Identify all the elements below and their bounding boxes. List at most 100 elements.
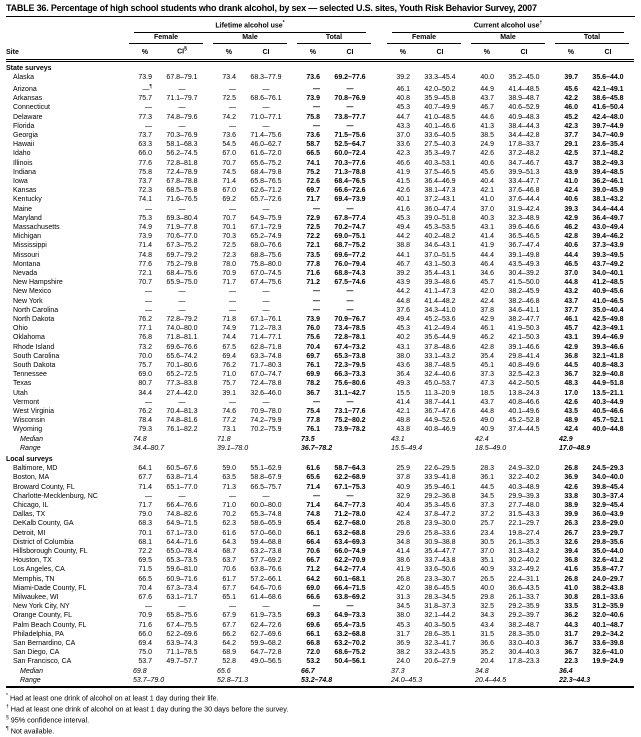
site-cell: Maryland	[13, 214, 42, 222]
ci-cell: 74.0–80.0	[166, 325, 198, 333]
ci-cell: 23.9–30.0	[424, 520, 456, 528]
pct-cell: 49.4	[396, 315, 410, 323]
stat-value-cell: 20.4–44.5	[466, 675, 550, 689]
ci-cell: 68.6–76.1	[250, 95, 282, 103]
table-row: Oklahoma 76.8 71.8–81.1 74.4 71.4–77.1 75.6 72…	[6, 333, 634, 342]
pct-cell: 43.2	[564, 288, 578, 296]
pct-cell: 42.9	[564, 214, 578, 222]
stat-value-cell: 73.5	[301, 435, 315, 443]
ci-cell: 11.3–20.9	[424, 389, 456, 397]
ci-cell: 67.0–74.7	[250, 371, 282, 379]
stat-value-cell: 43.1	[391, 435, 405, 443]
pct-cell: —	[145, 122, 152, 130]
ci-cell: 33.2–43.5	[424, 649, 456, 657]
ci-cell: 36.7–47.6	[424, 408, 456, 415]
pct-cell: 73.6	[306, 131, 320, 139]
pct-cell: 46.1	[396, 85, 410, 93]
ci-cell: 22.6–29.5	[424, 465, 456, 473]
pct-cell: 33.6	[396, 141, 410, 149]
table-row: New York City, NY — — — — — — 34.5 31.8–37.3 32.5…	[6, 602, 634, 611]
pct-cell: 37.7	[564, 306, 578, 314]
ci-cell: 62.7–68.0	[334, 520, 366, 528]
pct-cell: 74.5	[222, 168, 236, 176]
ci-cell: 67.4–75.6	[250, 279, 282, 287]
pct-cell: 42.6	[564, 483, 578, 491]
table-title: TABLE 36. Percentage of high school stud…	[6, 3, 635, 17]
pct-cell: 76.0	[306, 325, 320, 333]
table-row: Kansas 72.3 68.5–75.8 67.0 62.6–71.2 69.7 66.6…	[6, 186, 634, 195]
pct-cell: 66.1	[306, 630, 320, 638]
ci-cell: 58.1–68.3	[166, 141, 198, 149]
ci-cell: 34.3–41.0	[424, 306, 456, 314]
ci-cell: 40.0–44.8	[592, 426, 624, 434]
site-cell: Kansas	[13, 187, 37, 195]
ci-cell: —	[346, 288, 354, 296]
pct-cell: 79.3	[138, 426, 152, 434]
pct-cell: 37.6	[396, 306, 410, 314]
pct-cell: 53.2	[306, 658, 320, 666]
ci-cell: 73.1–77.6	[334, 408, 366, 415]
section-header-row: Local surveys	[6, 453, 634, 464]
stat-value-cell: 39.1–78.0	[217, 444, 249, 452]
pct-cell: 74.8	[138, 251, 152, 259]
ci-cell: 35.3–45.6	[424, 502, 456, 510]
ci-cell: 57.7–69.2	[250, 557, 282, 565]
pct-cell: 42.4	[564, 426, 578, 434]
ci-cell: 72.4–78.8	[250, 380, 282, 388]
pct-cell: 42.2	[564, 95, 578, 103]
pct-cell: 70.9	[138, 612, 152, 620]
site-cell: Boston, MA	[13, 474, 50, 482]
ci-cell: 40.8–46.9	[424, 426, 456, 434]
ci-cell: 38.7–44.1	[424, 398, 456, 406]
ci-cell: 24.9–32.0	[508, 465, 540, 473]
ci-cell: 41.0–48.5	[424, 113, 456, 121]
ci-cell: 75.6–80.6	[334, 380, 366, 388]
pct-cell: 38.0	[396, 352, 410, 360]
pct-cell: 42.9	[480, 315, 494, 323]
stat-value-cell: 37.3	[391, 667, 405, 675]
pct-cell: 30.8	[564, 594, 578, 602]
table-row: Range 53.7–79.0 52.8–71.3 53.2–74.8 24.0–45.…	[6, 675, 635, 689]
table-row: Broward County, FL 71.4 65.1–77.0 71.3 66.5–…	[6, 483, 634, 492]
table-row: San Bernardino, CA 69.4 63.9–74.3 64.2 59.9–…	[6, 639, 634, 648]
table-row: San Diego, CA 75.0 71.1–78.5 68.9 64.7–72.8 7…	[6, 648, 634, 657]
ci-cell: 42.0–50.2	[424, 85, 456, 93]
stat-value-cell: 53.7–79.0	[124, 675, 208, 689]
pct-column-header: %	[292, 44, 324, 63]
ci-column-header: CI	[240, 44, 292, 63]
site-cell: Florida	[13, 122, 35, 130]
pct-cell: 46.1	[480, 325, 494, 333]
ci-cell: 65.3–73.5	[166, 557, 198, 565]
table-row: Missouri 74.8 69.7–79.2 72.3 68.8–75.6 73.5 69…	[6, 251, 634, 260]
pct-cell: 73.9	[138, 74, 152, 82]
ci-cell: 62.4–72.6	[250, 621, 282, 629]
pct-cell: 64.2	[222, 640, 236, 648]
pct-cell: 40.9	[480, 426, 494, 434]
ci-cell: 39.0–51.8	[424, 214, 456, 222]
ci-cell: 41.6–50.4	[592, 104, 624, 112]
pct-cell: 44.3	[564, 621, 578, 629]
pct-cell: 43.7	[480, 95, 494, 103]
ci-cell: 76.1–82.2	[166, 426, 198, 434]
ci-cell: 65.6–74.2	[166, 352, 198, 360]
table-row: Arizona —¶ — — — — — 46.1 42.0–50.2 44.9 41.4–48.5…	[6, 83, 634, 95]
ci-cell: 67.4–73.2	[334, 343, 366, 351]
ci-cell: 69.2–77.6	[334, 74, 366, 82]
ci-cell: 65.8–75.6	[166, 612, 198, 620]
pct-cell: 34.6	[480, 269, 494, 277]
table-row: Nevada 72.1 68.4–75.6 70.9 67.0–74.5 71.6 68.8…	[6, 269, 634, 278]
pct-cell: 74.8	[306, 511, 320, 519]
ci-cell: 40.9–45.6	[592, 288, 624, 296]
pct-cell: 71.2	[306, 566, 320, 574]
pct-cell: 40.1	[396, 196, 410, 204]
pct-cell: 43.6	[396, 361, 410, 369]
ci-cell: 37.8–47.2	[424, 511, 456, 519]
ci-cell: 66.5–75.7	[250, 483, 282, 491]
pct-cell: 39.7	[564, 74, 578, 82]
ci-cell: 71.1–78.5	[166, 649, 198, 657]
pct-cell: 31.7	[564, 630, 578, 638]
pct-cell: 36.1	[480, 474, 494, 482]
ci-cell: 67.3–73.4	[166, 584, 198, 592]
pct-cell: 44.4	[480, 251, 494, 259]
ci-cell: 70.6–77.0	[166, 233, 198, 241]
